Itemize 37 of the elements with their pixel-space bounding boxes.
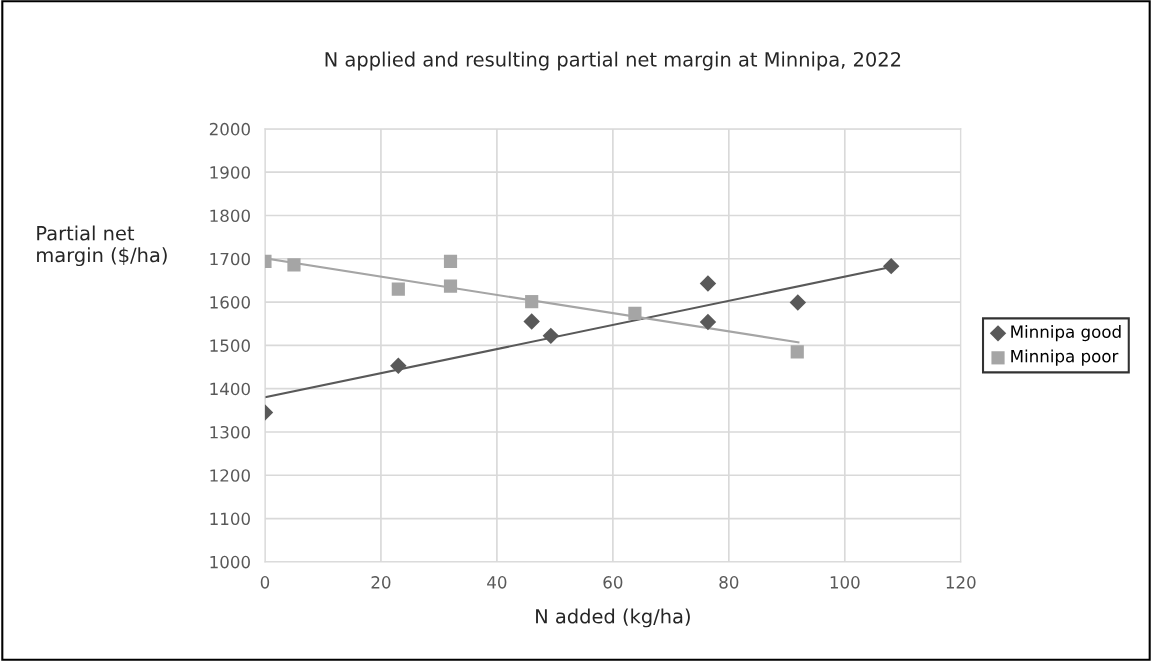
point — [790, 345, 804, 359]
y-tick-label: 1500 — [210, 339, 250, 352]
y-tick-label: 1900 — [210, 166, 250, 179]
point — [628, 306, 642, 320]
point — [789, 294, 807, 311]
y-axis-title: Partial net margin ($/ha) — [37, 225, 167, 267]
x-tick-label: 120 — [946, 576, 976, 589]
point — [443, 279, 458, 293]
y-tick-label: 1700 — [210, 252, 250, 266]
y-tick-label: 2000 — [209, 122, 250, 136]
y-tick-label: 1400 — [210, 382, 250, 396]
point — [390, 357, 407, 374]
y-tick-label: 1300 — [210, 425, 250, 439]
y-tick-label: 1200 — [210, 469, 250, 482]
x-axis-title: N added (kg/ha) — [536, 608, 690, 628]
chart-title: N applied and resulting partial net margin at Minnipa, 2022 — [325, 51, 901, 71]
x-tick-label: 60 — [603, 576, 623, 589]
x-tick-label: 40 — [487, 576, 507, 589]
y-tick-label: 1800 — [210, 209, 250, 223]
y-tick-label: 1000 — [210, 555, 250, 569]
point — [542, 327, 560, 345]
point — [391, 282, 405, 296]
x-tick-label: 20 — [371, 576, 391, 589]
legend-label: Minnipa good — [1011, 325, 1121, 342]
legend-label: Minnipa poor — [1011, 349, 1119, 366]
point — [525, 295, 539, 309]
point — [287, 258, 301, 272]
point — [523, 313, 540, 330]
point — [882, 257, 900, 275]
point — [443, 254, 458, 268]
point — [699, 313, 717, 331]
x-tick-label: 0 — [260, 576, 270, 589]
x-tick-label: 80 — [719, 576, 739, 589]
x-tick-label: 100 — [830, 576, 860, 589]
y-tick-label: 1600 — [210, 296, 250, 309]
point — [699, 275, 717, 292]
y-tick-label: 1100 — [210, 512, 250, 526]
